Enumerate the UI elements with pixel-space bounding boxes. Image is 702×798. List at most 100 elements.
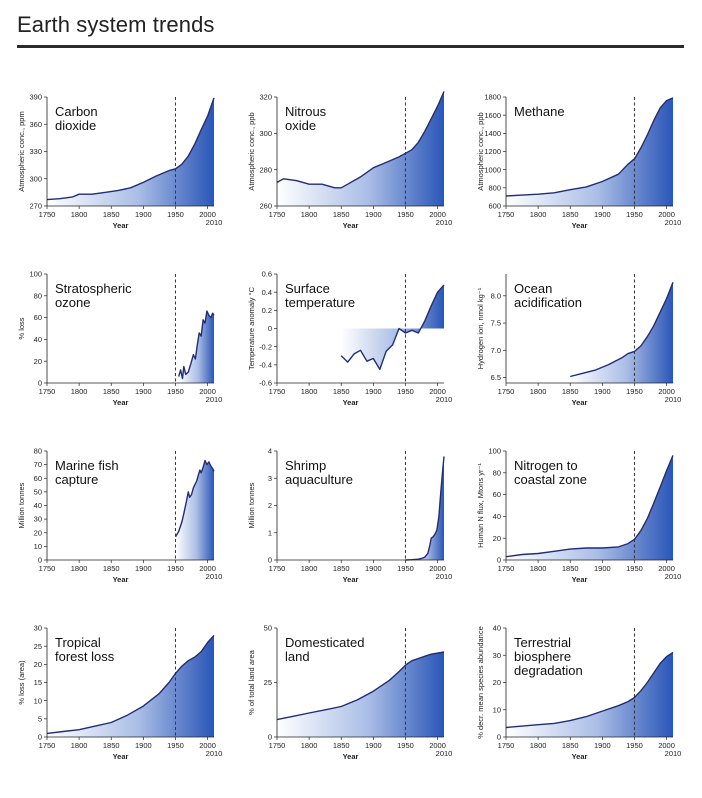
chart-title: Nitrogen to coastal zone (514, 458, 587, 487)
x-tick-label: 1850 (562, 210, 579, 219)
x-tick-label: 1750 (39, 741, 56, 750)
y-tick-label: 20 (34, 528, 42, 537)
y-axis-label: Atmospheric conc., ppm (17, 111, 26, 191)
chart-title-line: Shrimp (285, 458, 326, 473)
y-tick-label: 70 (34, 460, 42, 469)
x-axis-label: Year (572, 221, 588, 230)
page-title: Earth system trends (17, 12, 215, 37)
x-tick-label: 2000 (658, 387, 675, 396)
y-tick-label: 0.2 (262, 306, 272, 315)
y-tick-label: 0 (268, 556, 272, 565)
y-tick-label: 10 (34, 696, 42, 705)
y-tick-label: 30 (34, 515, 42, 524)
area-fill (570, 282, 673, 383)
x-tick-label: 1850 (103, 741, 120, 750)
y-tick-label: 0 (268, 324, 272, 333)
y-tick-label: 60 (34, 474, 42, 483)
chart-title-line: dioxide (55, 118, 96, 133)
x-tick-label: 1900 (135, 387, 152, 396)
x-tick-label: 1900 (594, 741, 611, 750)
area-fill (405, 456, 444, 560)
y-tick-label: 80 (493, 468, 501, 477)
x-tick-label: 2000 (429, 387, 446, 396)
x-end-label: 2010 (436, 218, 453, 227)
y-tick-label: 280 (259, 165, 272, 174)
chart-title-line: forest loss (55, 649, 115, 664)
y-tick-label: 0 (497, 556, 501, 565)
x-tick-label: 1750 (39, 564, 56, 573)
x-end-label: 2010 (665, 749, 682, 758)
x-axis-label: Year (113, 575, 129, 584)
x-end-label: 2010 (665, 395, 682, 404)
x-tick-label: 1800 (71, 741, 88, 750)
y-tick-label: 320 (259, 93, 272, 102)
title-rule (17, 45, 684, 48)
x-tick-label: 1950 (626, 564, 643, 573)
x-tick-label: 1900 (594, 210, 611, 219)
area-fill (341, 284, 444, 370)
y-tick-label: 1000 (484, 165, 501, 174)
area-fill (175, 460, 214, 560)
y-tick-label: 20 (493, 534, 501, 543)
x-tick-label: 1950 (626, 210, 643, 219)
chart-panel: -0.6 -0.4 -0.2 0 0.2 0.4 0.6 1750 1800 1850 1900 19… (247, 270, 452, 407)
y-axis-label: % decr. mean species abundance (476, 626, 485, 739)
chart-title: Terrestrial biosphere degradation (514, 635, 583, 678)
x-tick-label: 2000 (199, 387, 216, 396)
x-tick-label: 1800 (71, 387, 88, 396)
y-tick-label: 270 (29, 202, 42, 211)
y-tick-label: 40 (493, 512, 501, 521)
y-tick-label: 40 (493, 624, 501, 633)
y-tick-label: 1600 (484, 111, 501, 120)
chart-title: Shrimp aquaculture (285, 458, 353, 487)
y-tick-label: 30 (493, 651, 501, 660)
y-axis-label: Atmospheric conc., ppb (476, 112, 485, 190)
x-tick-label: 1850 (333, 741, 350, 750)
y-tick-label: 60 (493, 490, 501, 499)
x-tick-label: 2000 (429, 210, 446, 219)
y-axis-label: Atmospheric conc., ppb (247, 112, 256, 190)
chart-title-line: ozone (55, 295, 90, 310)
chart-title: Methane (514, 104, 565, 119)
area-fill (47, 97, 214, 206)
chart-title-line: Carbon (55, 104, 98, 119)
y-tick-label: 300 (259, 129, 272, 138)
y-tick-label: 0 (38, 379, 42, 388)
x-tick-label: 1950 (167, 387, 184, 396)
y-tick-label: 30 (34, 624, 42, 633)
chart-title: Tropical forest loss (55, 635, 115, 664)
x-end-label: 2010 (206, 395, 223, 404)
chart-title-line: land (285, 649, 310, 664)
x-axis-label: Year (343, 398, 359, 407)
x-end-label: 2010 (665, 218, 682, 227)
y-tick-label: 0.6 (262, 270, 272, 279)
y-tick-label: 1400 (484, 129, 501, 138)
x-tick-label: 2000 (199, 210, 216, 219)
x-tick-label: 1750 (498, 210, 515, 219)
y-tick-label: 7.0 (491, 346, 501, 355)
area-fill (178, 311, 214, 383)
y-tick-label: 0.4 (262, 288, 272, 297)
y-tick-label: 1800 (484, 93, 501, 102)
y-tick-label: -0.4 (259, 360, 272, 369)
x-end-label: 2010 (206, 218, 223, 227)
y-tick-label: 330 (29, 147, 42, 156)
x-tick-label: 1900 (135, 564, 152, 573)
x-tick-label: 1750 (269, 564, 286, 573)
y-axis-label: % of total land area (247, 649, 256, 714)
y-tick-label: 800 (488, 183, 501, 192)
y-tick-label: 10 (34, 542, 42, 551)
x-tick-label: 1800 (530, 387, 547, 396)
area-fill (506, 97, 673, 206)
x-axis-label: Year (343, 752, 359, 761)
x-tick-label: 2000 (429, 564, 446, 573)
y-tick-label: 25 (34, 642, 42, 651)
x-tick-label: 1900 (365, 564, 382, 573)
chart-panel: 0 10 20 30 40 50 60 70 80 1750 1800 1850 1900 1950 200… (17, 447, 222, 584)
x-tick-label: 1800 (301, 741, 318, 750)
chart-title-line: Nitrous (285, 104, 327, 119)
y-tick-label: 50 (34, 487, 42, 496)
area-fill (506, 652, 673, 737)
y-axis-label: Hydrogen ion, nmol kg⁻¹ (476, 287, 485, 369)
